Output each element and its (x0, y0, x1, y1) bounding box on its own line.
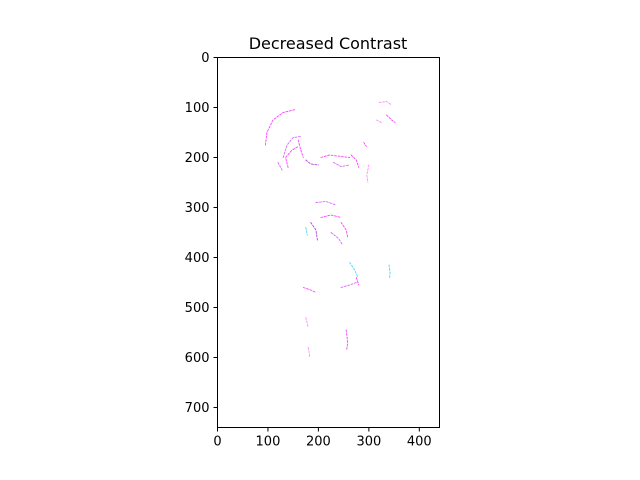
sketch-stroke (305, 317, 309, 328)
sketch-stroke (277, 162, 283, 171)
x-tick-label: 200 (306, 435, 331, 450)
y-tick-label: 600 (185, 351, 210, 366)
y-axis: 0 100 200 300 400 500 600 700 (185, 51, 218, 416)
figure-title: Decreased Contrast (249, 34, 408, 53)
sketch-stroke (340, 282, 357, 288)
y-tick-label: 200 (185, 151, 210, 166)
y-tick-label: 0 (201, 51, 209, 66)
image-frame (217, 57, 440, 428)
sketch-stroke (305, 159, 319, 166)
y-tick-label: 100 (185, 101, 210, 116)
sketch-stroke (388, 264, 391, 279)
sketch-stroke (345, 329, 349, 351)
sketch-stroke (307, 347, 311, 357)
sketch-stroke (305, 227, 308, 236)
sketch-stroke (350, 154, 360, 168)
sketch-stroke (264, 109, 297, 146)
sketch-stroke (330, 232, 344, 246)
x-axis: 0 100 200 300 400 (213, 427, 432, 450)
x-tick-label: 0 (213, 435, 221, 450)
sketch-stroke (366, 164, 370, 183)
sketch-stroke (349, 262, 359, 278)
sketch-stroke (282, 136, 302, 158)
sketch-stroke (340, 222, 349, 238)
y-tick-label: 300 (185, 201, 210, 216)
x-tick-label: 100 (256, 435, 281, 450)
sketch-image (264, 101, 396, 357)
sketch-stroke (363, 142, 367, 147)
sketch-stroke (285, 146, 299, 168)
sketch-stroke (320, 214, 342, 218)
sketch-stroke (315, 201, 337, 206)
sketch-stroke (378, 101, 393, 106)
sketch-stroke (355, 277, 360, 286)
sketch-stroke (297, 139, 304, 158)
x-tick-label: 400 (407, 435, 432, 450)
y-tick-label: 700 (185, 401, 210, 416)
y-tick-label: 400 (185, 251, 210, 266)
sketch-stroke (320, 154, 351, 158)
x-tick-label: 300 (356, 435, 381, 450)
y-tick-label: 500 (185, 301, 210, 316)
sketch-stroke (333, 162, 351, 167)
sketch-stroke (386, 114, 396, 123)
sketch-stroke (375, 119, 382, 123)
sketch-stroke (310, 222, 318, 241)
sketch-stroke (302, 287, 317, 293)
